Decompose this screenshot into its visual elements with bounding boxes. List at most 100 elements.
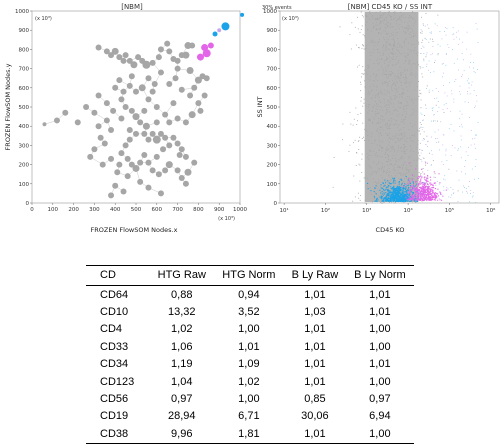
event-point xyxy=(387,39,389,40)
event-point xyxy=(440,193,442,195)
event-point xyxy=(409,59,411,61)
event-point xyxy=(423,183,425,185)
x-tick-label: 10³ xyxy=(362,207,371,214)
event-point xyxy=(429,198,431,201)
event-point xyxy=(385,59,387,61)
event-point xyxy=(453,98,455,100)
event-point xyxy=(370,151,372,153)
event-point xyxy=(393,186,395,188)
event-point xyxy=(429,188,431,190)
event-point xyxy=(437,193,439,195)
event-point xyxy=(370,174,372,176)
event-point xyxy=(435,197,437,199)
event-point xyxy=(393,166,395,168)
event-point xyxy=(362,45,364,46)
event-point xyxy=(371,98,372,100)
event-point xyxy=(419,197,421,199)
event-point xyxy=(436,181,438,182)
event-point xyxy=(423,186,425,188)
event-point xyxy=(389,111,391,113)
event-point xyxy=(393,172,395,174)
event-point xyxy=(441,199,443,201)
event-point xyxy=(406,184,408,186)
event-point xyxy=(434,187,436,190)
event-point xyxy=(418,188,420,191)
event-point xyxy=(352,142,354,144)
event-point xyxy=(388,91,390,93)
node-point xyxy=(170,100,177,107)
event-point xyxy=(384,99,385,101)
y-tick-label: 400 xyxy=(19,124,30,130)
event-point xyxy=(369,12,371,14)
event-point xyxy=(373,80,375,82)
event-point xyxy=(433,195,435,197)
event-point xyxy=(368,119,369,121)
event-point xyxy=(362,105,364,107)
event-point xyxy=(384,152,386,154)
event-point xyxy=(402,137,404,139)
event-point xyxy=(396,193,398,195)
table-row: CD64 0,88 0,94 1,01 1,01 xyxy=(86,286,414,304)
event-point xyxy=(387,197,389,199)
event-point xyxy=(378,111,380,113)
event-point xyxy=(397,127,398,129)
event-point xyxy=(407,177,410,179)
event-point xyxy=(416,180,418,182)
event-point xyxy=(392,200,394,202)
event-point xyxy=(391,182,393,184)
header-bly-raw: B Ly Raw xyxy=(284,265,346,286)
event-point xyxy=(392,106,394,108)
event-point xyxy=(393,47,395,49)
event-point xyxy=(427,184,429,186)
event-point xyxy=(367,106,369,108)
event-point xyxy=(435,184,437,186)
event-point xyxy=(384,180,386,182)
event-point xyxy=(393,51,394,53)
event-point xyxy=(420,48,422,49)
event-point xyxy=(360,112,362,114)
event-point xyxy=(403,40,405,42)
node-point xyxy=(120,188,127,195)
event-point xyxy=(388,36,390,37)
event-point xyxy=(429,182,431,184)
node-point xyxy=(203,75,210,82)
event-point xyxy=(385,148,387,150)
event-point xyxy=(431,194,433,197)
event-point xyxy=(398,196,400,198)
event-point xyxy=(409,192,411,194)
node-point xyxy=(116,77,123,84)
event-point xyxy=(402,163,404,165)
event-point xyxy=(433,114,435,116)
event-point xyxy=(379,195,381,197)
event-point xyxy=(405,191,407,193)
event-point xyxy=(441,194,443,196)
event-point xyxy=(427,145,428,147)
event-point xyxy=(385,151,386,153)
event-point xyxy=(404,186,406,188)
event-point xyxy=(407,189,409,191)
event-point xyxy=(403,120,405,122)
y-tick-label: 700 xyxy=(267,67,278,73)
event-point xyxy=(401,53,403,55)
event-point xyxy=(380,92,382,94)
event-point xyxy=(362,73,364,75)
event-point xyxy=(387,100,389,102)
event-point xyxy=(435,177,436,178)
event-point xyxy=(414,187,416,190)
event-point xyxy=(468,82,469,84)
event-point xyxy=(405,76,407,78)
event-point xyxy=(380,101,382,103)
event-point xyxy=(401,184,403,186)
node-point xyxy=(101,140,108,147)
event-point xyxy=(425,192,427,194)
event-point xyxy=(378,93,380,95)
event-point xyxy=(412,191,415,194)
event-point xyxy=(396,138,398,139)
event-point xyxy=(423,199,425,202)
event-point xyxy=(404,82,406,84)
event-point xyxy=(379,17,381,19)
event-point xyxy=(427,180,429,183)
event-point xyxy=(392,155,394,157)
event-point xyxy=(373,63,375,64)
event-point xyxy=(407,169,409,171)
